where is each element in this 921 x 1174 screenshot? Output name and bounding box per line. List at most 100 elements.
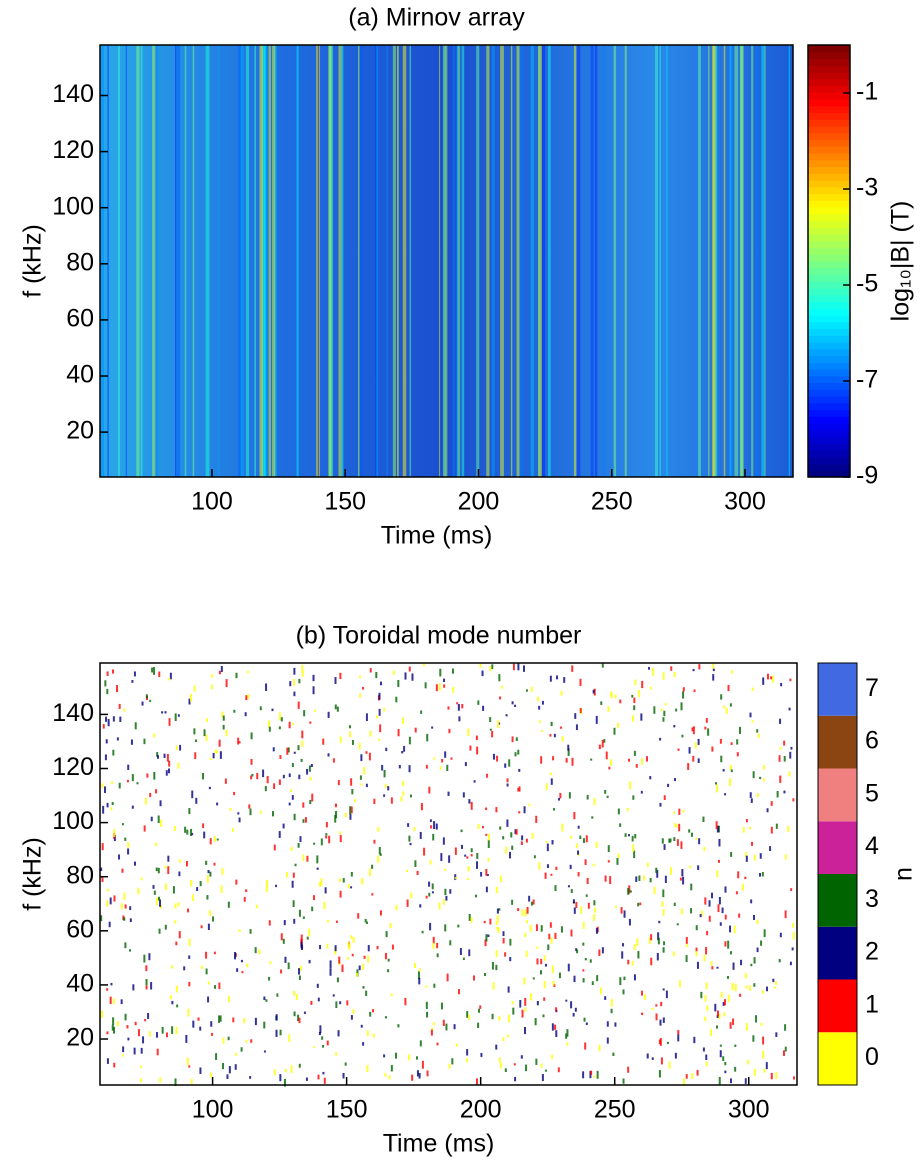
- spectrogram-texture: [506, 783, 509, 787]
- spectrogram-texture: [622, 943, 625, 947]
- spectrogram-texture: [792, 931, 795, 940]
- spectrogram-texture: [119, 716, 122, 722]
- spectrogram-texture: [176, 1004, 179, 1008]
- spectrogram-texture: [430, 1029, 433, 1036]
- spectrogram-texture: [308, 765, 311, 772]
- spectrogram-texture: [595, 928, 598, 934]
- spectrogram-texture: [722, 768, 725, 772]
- spectrogram-texture: [539, 970, 542, 975]
- x-tick-label: 250: [591, 488, 633, 516]
- spectrogram-texture: [234, 951, 237, 960]
- spectrogram-texture: [301, 670, 304, 677]
- spectrogram-texture: [221, 868, 224, 875]
- spectrogram-texture: [367, 955, 370, 963]
- spectrogram-texture: [734, 1044, 737, 1047]
- spectrogram-texture: [655, 1004, 658, 1007]
- spectrogram-texture: [692, 668, 695, 672]
- spectrogram-texture: [131, 774, 134, 782]
- spectrogram-texture: [300, 934, 303, 941]
- spectrogram-texture: [574, 1007, 577, 1012]
- spectrogram-texture: [158, 928, 161, 934]
- x-tick-label: 150: [324, 488, 366, 516]
- spectrogram-texture: [297, 1014, 300, 1021]
- spectrogram-texture: [666, 45, 668, 477]
- spectrogram-texture: [111, 1024, 114, 1031]
- spectrogram-texture: [220, 666, 223, 673]
- spectrogram-texture: [547, 944, 550, 951]
- spectrogram-texture: [158, 671, 161, 677]
- spectrogram-texture: [305, 1077, 308, 1081]
- spectrogram-texture: [704, 897, 707, 905]
- spectrogram-texture: [236, 968, 239, 972]
- spectrogram-texture: [669, 838, 672, 843]
- spectrogram-texture: [485, 868, 488, 876]
- spectrogram-texture: [278, 779, 281, 785]
- spectrogram-texture: [470, 917, 473, 923]
- spectrogram-texture: [762, 1050, 765, 1059]
- spectrogram-texture: [536, 1000, 539, 1006]
- spectrogram-texture: [177, 714, 180, 717]
- spectrogram-texture: [627, 1066, 630, 1073]
- spectrogram-texture: [250, 758, 253, 765]
- spectrogram-texture: [428, 892, 431, 897]
- spectrogram-texture: [696, 1069, 699, 1076]
- spectrogram-texture: [550, 778, 553, 785]
- spectrogram-texture: [309, 776, 312, 781]
- colorbar-frame: [807, 44, 851, 478]
- colorbar-tick-label: 2: [865, 938, 879, 966]
- spectrogram-texture: [633, 750, 636, 756]
- spectrogram-texture: [598, 744, 601, 750]
- colorbar-segment: [808, 105, 850, 114]
- spectrogram-texture: [348, 943, 351, 951]
- colorbar-segment: [808, 335, 850, 343]
- spectrogram-texture: [233, 709, 236, 713]
- spectrogram-texture: [629, 781, 632, 790]
- spectrogram-texture: [775, 1032, 778, 1037]
- colorbar-segment: [808, 362, 850, 370]
- y-tick-label: 60: [66, 915, 94, 943]
- spectrogram-texture: [293, 1011, 296, 1017]
- spectrogram-texture: [249, 808, 252, 816]
- spectrogram-texture: [426, 1011, 429, 1018]
- spectrogram-texture: [109, 996, 112, 1005]
- spectrogram-texture: [350, 871, 353, 877]
- colorbar-segment: [808, 315, 850, 323]
- spectrogram-texture: [414, 727, 417, 733]
- spectrogram-texture: [250, 732, 253, 740]
- spectrogram-texture: [551, 1054, 554, 1060]
- spectrogram-texture: [369, 668, 372, 673]
- spectrogram-texture: [227, 995, 230, 1003]
- spectrogram-texture: [541, 45, 546, 477]
- spectrogram-texture: [784, 910, 787, 919]
- spectrogram-texture: [685, 955, 688, 963]
- spectrogram-texture: [271, 811, 274, 817]
- spectrogram-texture: [495, 964, 498, 971]
- spectrogram-texture: [792, 923, 795, 928]
- spectrogram-texture: [641, 680, 644, 689]
- spectrogram-texture: [705, 982, 708, 990]
- spectrogram-texture: [124, 904, 127, 909]
- spectrogram-texture: [118, 45, 120, 477]
- spectrogram-texture: [525, 838, 528, 843]
- spectrogram-texture: [695, 947, 698, 952]
- spectrogram-texture: [301, 740, 304, 747]
- spectrogram-texture: [218, 739, 221, 747]
- spectrogram-texture: [567, 963, 570, 972]
- spectrogram-texture: [779, 718, 782, 724]
- spectrogram-texture: [568, 792, 571, 799]
- spectrogram-texture: [733, 925, 736, 934]
- spectrogram-texture: [254, 1017, 257, 1026]
- spectrogram-texture: [505, 846, 508, 854]
- spectrogram-texture: [461, 45, 465, 477]
- spectrogram-texture: [633, 850, 636, 859]
- spectrogram-texture: [312, 674, 315, 682]
- spectrogram-texture: [254, 45, 257, 477]
- spectrogram-texture: [444, 751, 447, 758]
- spectrogram-texture: [613, 727, 616, 735]
- spectrogram-texture: [354, 798, 357, 803]
- spectrogram-texture: [731, 982, 734, 991]
- spectrogram-texture: [640, 713, 643, 721]
- spectrogram-texture: [144, 1019, 147, 1022]
- spectrogram-texture: [433, 821, 436, 830]
